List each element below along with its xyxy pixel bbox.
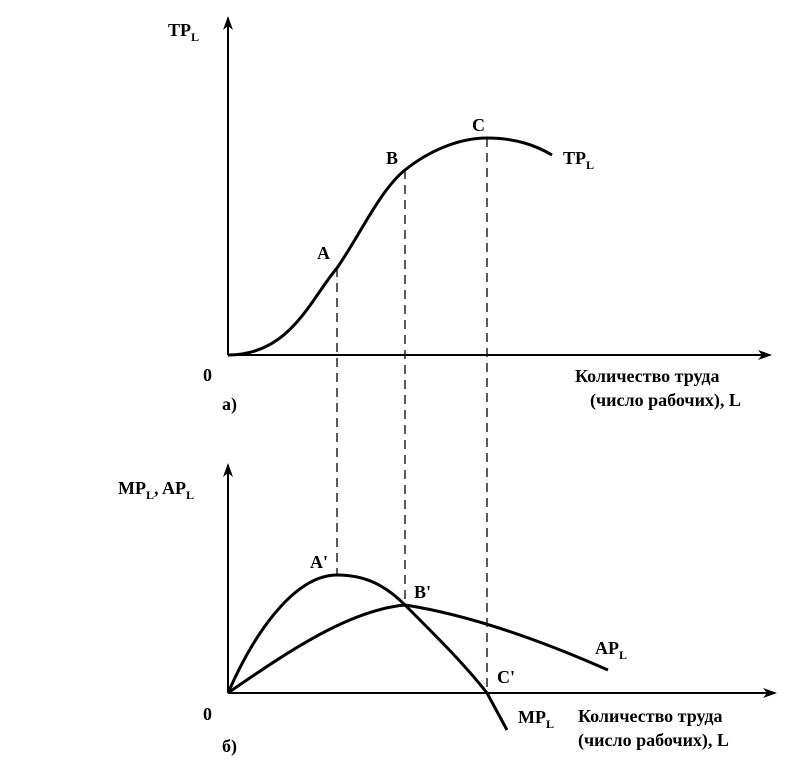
point-label: C' [497, 667, 515, 687]
point-label: C [472, 115, 485, 135]
ap-curve [227, 603, 609, 695]
origin: 0 [203, 365, 212, 385]
curve-label: APL [595, 638, 627, 662]
panel-label: а) [222, 394, 237, 415]
label-part: L [191, 30, 199, 44]
x-axis-label: (число рабочих), L [578, 730, 729, 751]
y-axis-label: MPL, APL [118, 478, 194, 502]
label-part: L [186, 488, 194, 502]
label-part: MP [118, 478, 146, 498]
label-part: L [586, 158, 594, 172]
label-part: TP [563, 148, 586, 168]
point-label: A [317, 243, 330, 263]
origin: 0 [203, 704, 212, 724]
point-label: B [386, 148, 398, 168]
x-axis-label: (число рабочих), L [590, 390, 741, 411]
point-label: A' [310, 552, 328, 572]
label-part: AP [595, 638, 619, 658]
label-part: L [146, 488, 154, 502]
y-axis-label: TPL [168, 20, 199, 44]
panel-label: б) [222, 736, 237, 757]
label-part: TP [168, 20, 191, 40]
curve-label: MPL [518, 707, 554, 731]
tp-curve [227, 136, 553, 357]
x-axis-label: Количество труда [578, 706, 722, 726]
label-part: L [546, 717, 554, 731]
curve-label: TPL [563, 148, 594, 172]
label-part: MP [518, 707, 546, 727]
mp-curve [226, 573, 509, 731]
label-part: , AP [154, 478, 186, 498]
label-part: L [619, 648, 627, 662]
x-axis-label: Количество труда [575, 366, 719, 386]
point-label: B' [414, 582, 431, 602]
